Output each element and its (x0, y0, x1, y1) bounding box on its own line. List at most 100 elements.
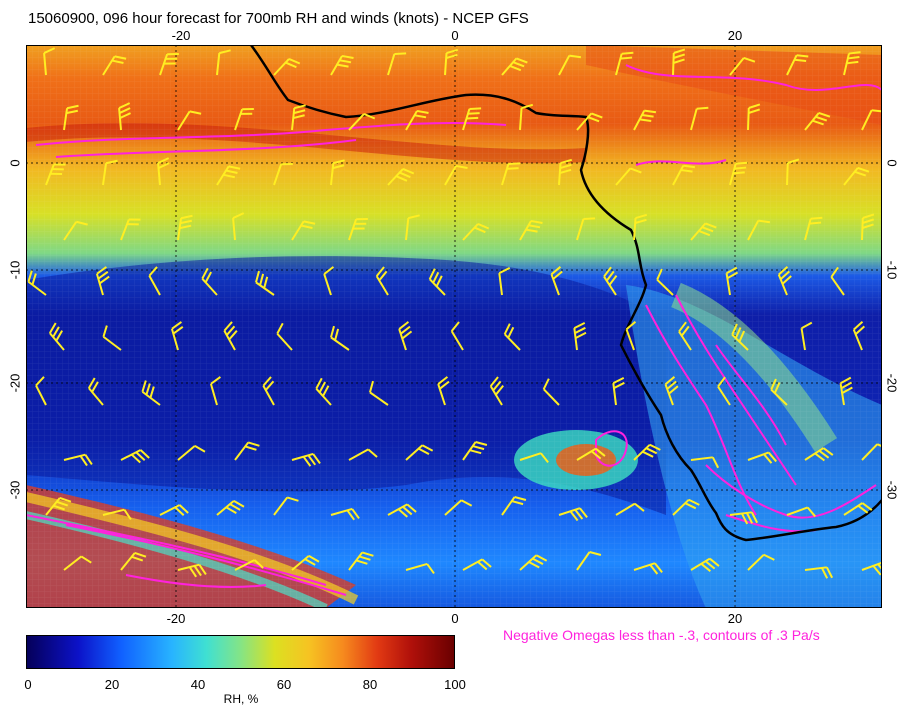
wind-barb (501, 496, 527, 516)
wind-barb (291, 220, 316, 241)
rh-colorbar (26, 635, 455, 669)
wind-barb (262, 376, 275, 406)
wind-barb (330, 159, 345, 186)
wind-barb (672, 498, 700, 516)
wind-barb (542, 378, 560, 406)
wind-barb (462, 441, 488, 461)
top-tick-label: 0 (451, 28, 459, 43)
map-frame (26, 45, 882, 608)
bottom-tick-label: -20 (166, 611, 186, 626)
wind-barb (729, 161, 748, 186)
wind-barb (234, 559, 264, 571)
wind-barb (273, 57, 301, 76)
wind-barb (786, 506, 816, 518)
wind-barb (786, 158, 800, 186)
wind-barb (315, 377, 332, 406)
wind-barb (633, 109, 657, 131)
wind-barb (405, 444, 434, 461)
wind-barb (369, 380, 389, 406)
wind-barb (861, 213, 875, 241)
wind-barb (672, 48, 686, 76)
wind-barb (35, 376, 47, 406)
wind-barb (519, 452, 549, 464)
wind-barb (216, 499, 245, 516)
wind-barb (615, 51, 634, 76)
wind-barb (656, 268, 674, 296)
colorbar-tick-label: 0 (24, 677, 32, 692)
wind-barb (747, 451, 777, 464)
wind-barb (576, 112, 603, 131)
wind-barb (615, 167, 642, 186)
wind-barb (232, 212, 245, 241)
omega-caption: Negative Omegas less than -.3, contours … (503, 627, 820, 643)
left-tick-label: -10 (7, 260, 23, 280)
wind-barb (437, 376, 450, 406)
wind-barb (576, 447, 606, 461)
rh-map (26, 45, 882, 608)
wind-barb (804, 111, 831, 131)
left-tick-label: -30 (7, 480, 23, 500)
wind-barb (690, 456, 720, 469)
wind-barb (405, 562, 435, 574)
wind-barb (678, 321, 692, 351)
wind-barb (576, 217, 596, 241)
wind-barb (664, 376, 679, 406)
wind-barb (428, 268, 446, 296)
wind-barb (255, 270, 275, 296)
wind-barb (800, 321, 813, 351)
wind-barb (330, 54, 354, 76)
wind-barb (216, 165, 241, 186)
wind-barb (550, 266, 563, 296)
wind-barb (804, 447, 834, 462)
wind-barb (148, 266, 161, 296)
wind-barb (120, 449, 150, 464)
wind-barb (843, 166, 870, 186)
wind-barb (503, 323, 521, 351)
wind-barb (558, 507, 588, 522)
wind-barb (209, 376, 221, 406)
wind-barb (159, 52, 179, 76)
wind-barb (387, 503, 417, 518)
wind-barb (690, 106, 709, 131)
wind-barb (747, 553, 775, 571)
wind-barb (276, 322, 293, 351)
wind-barb (519, 219, 543, 241)
wind-barb (291, 452, 321, 467)
wind-barb (177, 563, 207, 578)
wind-barb (501, 57, 528, 76)
wind-barb (63, 220, 88, 241)
wind-barb (63, 555, 92, 571)
wind-barb (690, 557, 720, 572)
wind-barb (444, 164, 468, 186)
wind-barb (804, 566, 834, 579)
wind-barb (48, 322, 65, 351)
wind-barb (157, 157, 170, 186)
wind-barb (804, 216, 823, 241)
wind-barb (786, 54, 809, 76)
wind-barb (45, 496, 72, 516)
wind-barb (519, 103, 534, 131)
wind-barb (731, 323, 749, 351)
wind-barb (291, 104, 306, 131)
colorbar-label: RH, % (223, 692, 259, 706)
bottom-tick-label: 0 (451, 611, 459, 626)
wind-barb (323, 266, 335, 296)
wind-barb (27, 270, 47, 296)
wind-barb (861, 443, 882, 461)
wind-barb (177, 444, 206, 461)
wind-barb (102, 55, 127, 76)
wind-barb (839, 376, 853, 406)
wind-barb (830, 266, 845, 296)
wind-barb (770, 378, 788, 406)
wind-barb (462, 107, 482, 131)
wind-barb (348, 217, 368, 241)
right-tick-label: -30 (884, 480, 900, 500)
colorbar-tick-label: 100 (444, 677, 466, 692)
wind-barb (558, 54, 582, 76)
wind-barb (387, 167, 415, 186)
wind-barb (444, 499, 473, 516)
wind-barb (348, 448, 378, 461)
wind-barb (95, 266, 110, 296)
wind-barb (120, 551, 147, 571)
wind-barb (375, 266, 389, 296)
